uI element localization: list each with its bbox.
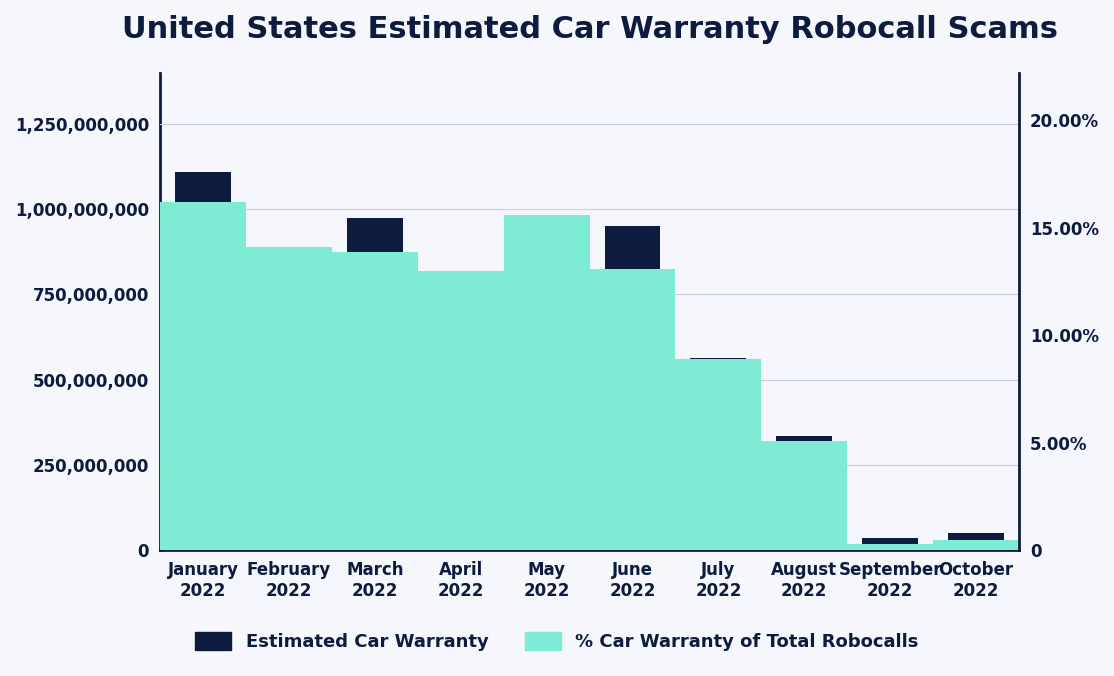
Bar (348, 218, 403, 550)
Bar (948, 533, 1004, 550)
Bar (433, 277, 489, 550)
Bar (175, 172, 232, 550)
Bar (605, 226, 661, 550)
Bar (261, 250, 317, 550)
Title: United States Estimated Car Warranty Robocall Scams: United States Estimated Car Warranty Rob… (121, 15, 1057, 44)
Bar (519, 220, 575, 550)
Legend: Estimated Car Warranty, % Car Warranty of Total Robocalls: Estimated Car Warranty, % Car Warranty o… (186, 623, 928, 660)
Bar (776, 436, 832, 550)
Bar (862, 538, 918, 550)
Bar (691, 358, 746, 550)
